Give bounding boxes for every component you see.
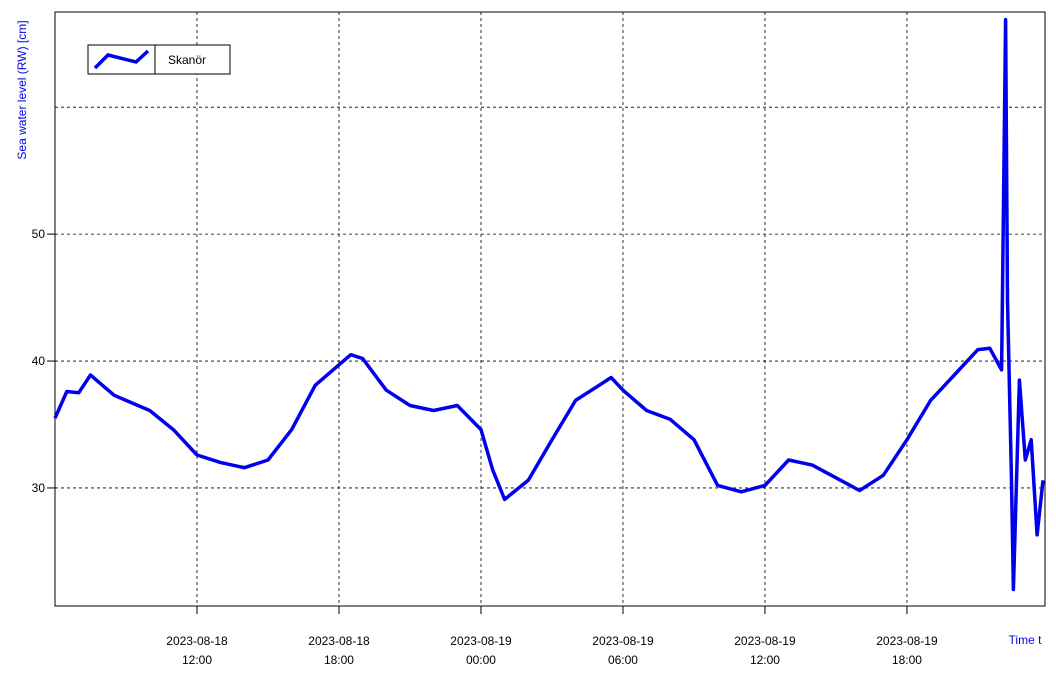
data-line	[53, 17, 1045, 592]
legend-swatch	[93, 49, 150, 70]
legend: Skanör	[87, 44, 231, 75]
x-tick-label: 2023-08-19	[450, 634, 512, 648]
x-tick-label: 2023-08-19	[734, 634, 796, 648]
plot-frame	[54, 11, 1046, 607]
x-tick-label: 00:00	[466, 653, 496, 667]
y-tick-label: 40	[32, 354, 46, 368]
x-axis-label: Time t	[1009, 633, 1043, 647]
x-tick-label: 18:00	[892, 653, 922, 667]
x-tick-label: 2023-08-19	[876, 634, 938, 648]
y-tick-label: 50	[32, 227, 46, 241]
x-tick-label: 2023-08-18	[308, 634, 370, 648]
legend-label: Skanör	[168, 53, 206, 67]
x-tick-label: 12:00	[182, 653, 212, 667]
x-tick-label: 12:00	[750, 653, 780, 667]
y-tick-label: 30	[32, 481, 46, 495]
x-tick-label: 2023-08-19	[592, 634, 654, 648]
x-tick-label: 18:00	[324, 653, 354, 667]
legend-box	[87, 44, 231, 75]
y-axis-label: Sea water level (RW) [cm]	[15, 20, 29, 159]
x-tick-label: 2023-08-18	[166, 634, 228, 648]
x-tick-label: 06:00	[608, 653, 638, 667]
